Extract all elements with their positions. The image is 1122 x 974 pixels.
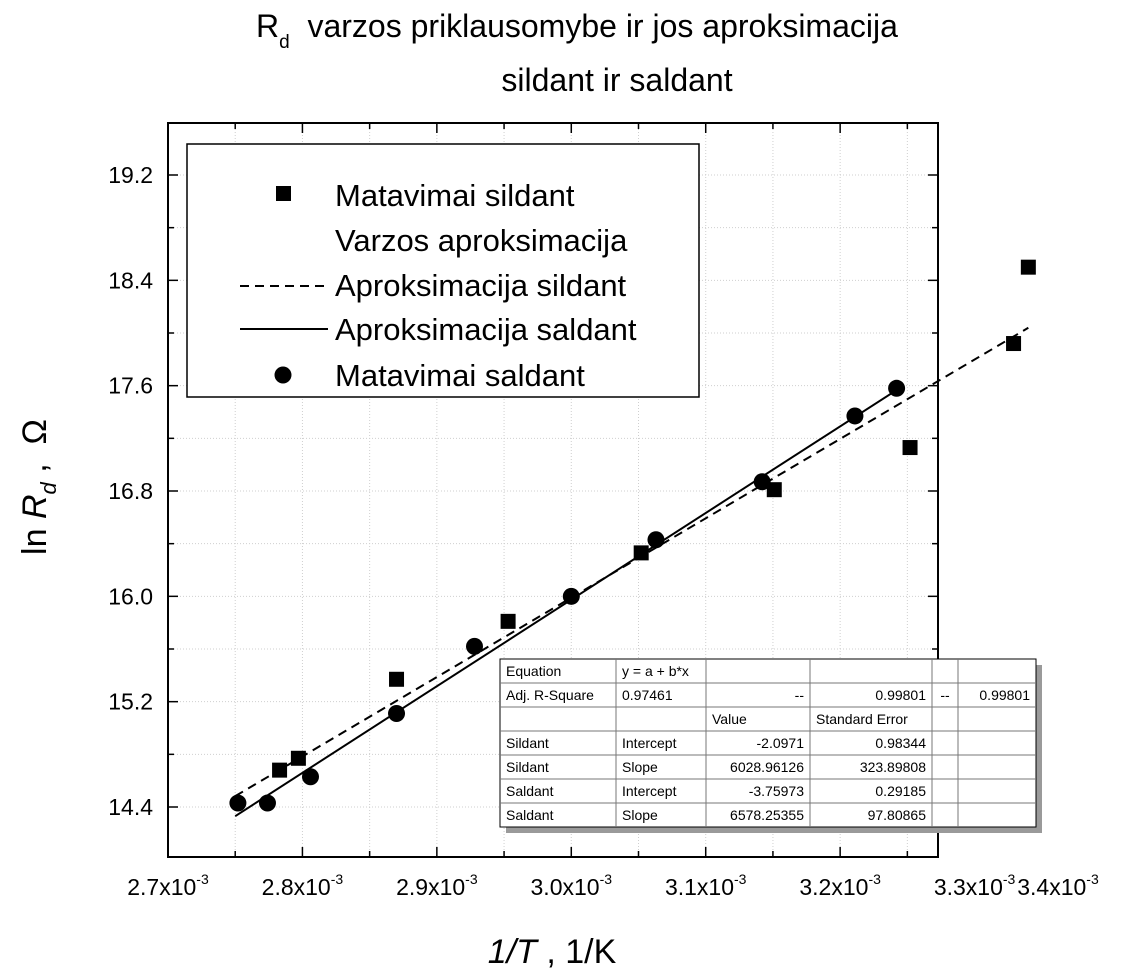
data-point-sildant [1020, 259, 1036, 275]
data-point-sildant [272, 762, 288, 778]
stats-cell: Slope [622, 759, 658, 775]
data-point-saldant [465, 637, 483, 655]
stats-cell: 0.99801 [979, 687, 1030, 703]
stats-cell: Saldant [506, 807, 554, 823]
y-tick-label: 15.2 [108, 689, 153, 715]
svg-text:Rd varzos priklausomybe ir jo: Rd varzos priklausomybe ir jos aproksima… [256, 8, 898, 53]
stats-cell: Saldant [506, 783, 554, 799]
stats-cell: Intercept [622, 735, 677, 751]
data-point-sildant [389, 671, 405, 687]
y-tick-labels: 14.4 15.2 16.0 16.8 17.6 18.4 19.2 [108, 162, 153, 820]
data-point-sildant [633, 545, 649, 561]
stats-cell: Standard Error [816, 711, 908, 727]
legend-box [186, 143, 700, 398]
stats-cell: 0.29185 [875, 783, 926, 799]
legend-circle-marker [274, 366, 292, 384]
x-tick-label: 3.2x10-3 [799, 871, 881, 900]
legend-label-aproksimacija-sildant: Aproksimacija sildant [335, 268, 627, 303]
x-tick-label: 2.7x10-3 [127, 871, 209, 900]
x-tick-label: 3.0x10-3 [531, 871, 613, 900]
stats-cell: 6578.25355 [730, 807, 804, 823]
y-tick-label: 16.0 [108, 583, 153, 609]
data-point-saldant [229, 794, 247, 812]
title-line-2: sildant ir saldant [501, 62, 732, 98]
x-tick-label: 3.3x10-3 [934, 871, 1016, 900]
legend-label-matavimai-saldant: Matavimai saldant [335, 358, 585, 393]
data-point-saldant [301, 768, 319, 786]
data-point-sildant [500, 613, 516, 629]
y-tick-label: 18.4 [108, 267, 153, 293]
stats-cell: -- [940, 687, 950, 703]
stats-cell: Equation [506, 663, 561, 679]
title-symbol-subscript: d [279, 32, 290, 53]
stats-cell: Sildant [506, 735, 549, 751]
data-point-saldant [846, 407, 864, 425]
title-symbol: R [256, 8, 279, 44]
legend-label-aproksimacija-saldant: Aproksimacija saldant [335, 312, 637, 347]
stats-cell: Value [712, 711, 747, 727]
x-tick-label: 3.4x10-3 [1017, 871, 1099, 900]
data-point-saldant [753, 473, 771, 491]
data-point-sildant [290, 750, 306, 766]
stats-cell: Sildant [506, 759, 549, 775]
x-tick-label: 2.8x10-3 [262, 871, 344, 900]
fit-lines [234, 326, 1029, 817]
stats-cell: -3.75973 [749, 783, 804, 799]
y-axis-title: ln Rd , Ω [16, 419, 61, 555]
y-tick-label: 19.2 [108, 162, 153, 188]
data-point-sildant [902, 440, 918, 456]
plot-frame [167, 122, 939, 858]
fit-statistics-table: Equation y = a + b*x Adj. R-Square 0.97461 -… [499, 658, 1042, 833]
stats-cell: 0.97461 [622, 687, 673, 703]
stats-cell: 97.80865 [868, 807, 927, 823]
stats-cell: 0.99801 [875, 687, 926, 703]
stats-cell: -2.0971 [757, 735, 805, 751]
legend-label-varzos-aproksimacija: Varzos aproksimacija [335, 223, 628, 258]
y-tick-label: 16.8 [108, 478, 153, 504]
x-tick-label: 2.9x10-3 [396, 871, 478, 900]
legend: Matavimai sildant Varzos aproksimacija A… [186, 143, 700, 398]
legend-label-matavimai-sildant: Matavimai sildant [335, 178, 575, 213]
stats-cell: 0.98344 [875, 735, 926, 751]
legend-square-marker [276, 186, 291, 201]
stats-cell: 323.89808 [860, 759, 926, 775]
stats-cell: y = a + b*x [622, 663, 689, 679]
data-point-saldant [562, 587, 580, 605]
data-point-sildant [766, 482, 782, 498]
x-tick-label: 3.1x10-3 [665, 871, 747, 900]
data-points [229, 259, 1036, 812]
stats-cell: 6028.96126 [730, 759, 804, 775]
data-point-saldant [388, 705, 406, 723]
data-point-saldant [888, 379, 906, 397]
x-tick-labels: 2.7x10-3 2.8x10-3 2.9x10-3 3.0x10-3 3.1x10-3… [127, 871, 1099, 900]
y-tick-label: 14.4 [108, 794, 153, 820]
stats-cell: Slope [622, 807, 658, 823]
chart-title: Rd varzos priklausomybe ir jos aproksima… [256, 8, 898, 98]
data-point-sildant [1006, 336, 1022, 352]
data-point-saldant [647, 531, 665, 549]
stats-cell: Adj. R-Square [506, 687, 594, 703]
stats-table-box [499, 658, 1037, 828]
stats-cell: -- [795, 687, 805, 703]
y-tick-label: 17.6 [108, 373, 153, 399]
fit-line-saldant [234, 389, 898, 817]
data-point-saldant [258, 794, 276, 812]
stats-cell: Intercept [622, 783, 677, 799]
x-axis-title: 1/T , 1/K [488, 933, 617, 971]
title-main: varzos priklausomybe ir jos aproksimacij… [307, 8, 898, 44]
fit-line-sildant [234, 326, 1029, 797]
